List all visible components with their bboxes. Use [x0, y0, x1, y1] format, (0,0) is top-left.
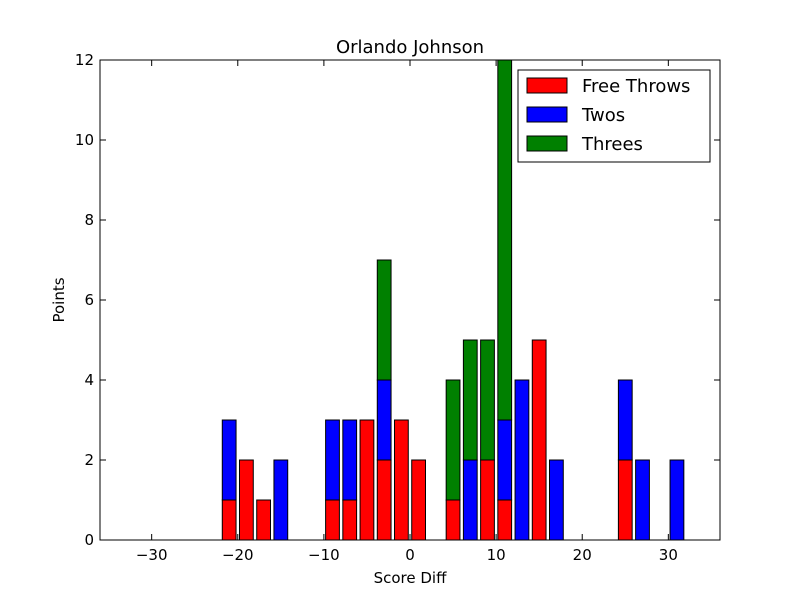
bar-free-throws-17 — [394, 419, 409, 541]
legend-swatch-threes — [526, 135, 568, 152]
bar-twos-33 — [669, 459, 685, 541]
bar-free-throws-18 — [411, 459, 427, 541]
bar-free-throws-8 — [239, 459, 254, 541]
bar-free-throws-22 — [480, 459, 495, 541]
legend-swatch-twos — [526, 106, 568, 123]
x-tick-label-5: 20 — [573, 546, 592, 564]
y-tick-label-1: 2 — [84, 451, 94, 469]
bar-threes-16 — [376, 259, 392, 381]
bar-twos-13 — [325, 419, 340, 501]
bar-free-throws-16 — [376, 459, 392, 541]
bar-threes-23 — [497, 59, 513, 421]
bar-free-throws-15 — [359, 419, 375, 541]
ticks-layer — [100, 59, 720, 541]
bar-threes-22 — [480, 339, 495, 461]
y-tick-label-4: 8 — [84, 211, 94, 229]
x-axis-label: Score Diff — [374, 569, 447, 587]
legend-label-free-throws: Free Throws — [582, 76, 690, 97]
y-tick-label-5: 10 — [75, 131, 94, 149]
x-tick-label-6: 30 — [659, 546, 678, 564]
bar-free-throws-25 — [531, 339, 547, 541]
bar-twos-16 — [376, 379, 392, 461]
x-tick-label-4: 10 — [487, 546, 506, 564]
legend-label-twos: Twos — [581, 105, 625, 126]
x-tick-label-2: −10 — [308, 546, 340, 564]
bar-free-throws-7 — [221, 499, 237, 541]
x-tick-label-3: 0 — [405, 546, 415, 564]
y-tick-label-2: 4 — [84, 371, 94, 389]
y-tick-label-0: 0 — [84, 531, 94, 549]
bar-free-throws-14 — [342, 499, 358, 541]
bar-twos-30 — [617, 379, 633, 461]
y-tick-label-3: 6 — [84, 291, 94, 309]
bar-free-throws-13 — [325, 499, 340, 541]
x-tick-label-0: −30 — [136, 546, 168, 564]
chart-title: Orlando Johnson — [336, 37, 484, 58]
bar-twos-10 — [273, 459, 289, 541]
legend-label-threes: Threes — [581, 134, 643, 155]
bar-twos-23 — [497, 419, 513, 501]
tick-labels-layer: −30 −20 −10 0 10 20 30 0 2 4 6 8 10 12 — [75, 51, 678, 564]
bar-free-throws-30 — [617, 459, 633, 541]
bar-twos-14 — [342, 419, 358, 501]
legend-swatch-free-throws — [526, 77, 568, 94]
bar-threes-21 — [462, 339, 478, 461]
bar-free-throws-23 — [497, 499, 513, 541]
y-tick-label-6: 12 — [75, 51, 94, 69]
bar-twos-21 — [462, 459, 478, 541]
bars-layer — [221, 59, 685, 541]
bar-free-throws-20 — [445, 499, 461, 541]
bar-twos-31 — [635, 459, 650, 541]
bar-threes-20 — [445, 379, 461, 501]
bar-twos-24 — [514, 379, 530, 541]
bar-twos-7 — [221, 419, 237, 501]
bar-twos-26 — [549, 459, 564, 541]
bar-free-throws-9 — [256, 499, 272, 541]
y-axis-label: Points — [50, 277, 68, 322]
legend: Free Throws Twos Threes — [517, 69, 711, 163]
x-tick-label-1: −20 — [222, 546, 254, 564]
